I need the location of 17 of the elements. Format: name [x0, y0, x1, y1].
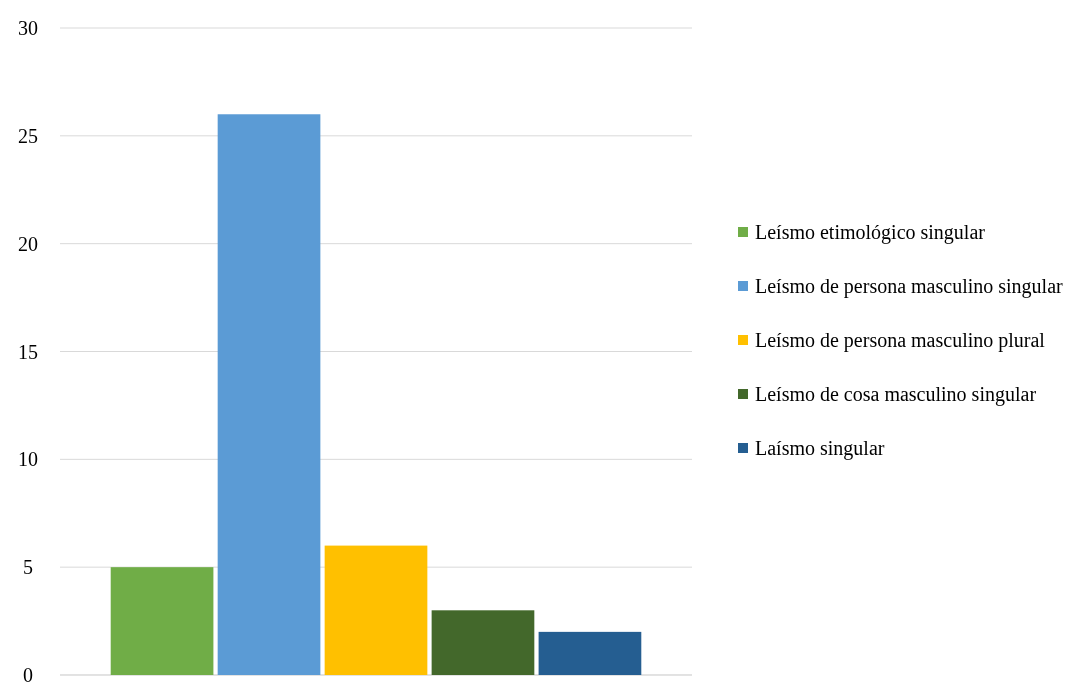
bar — [324, 545, 428, 675]
legend-label: Leísmo de cosa masculino singular — [755, 383, 1037, 406]
y-tick-label: 25 — [18, 124, 38, 147]
y-tick-label: 10 — [18, 448, 38, 471]
legend-label: Leísmo de persona masculino plural — [755, 329, 1046, 352]
y-tick-label: 0 — [23, 664, 33, 684]
y-tick-label: 30 — [18, 17, 38, 39]
legend-label: Leísmo de persona masculino singular — [755, 275, 1064, 298]
bar — [110, 567, 214, 675]
legend-label: Laísmo singular — [755, 437, 885, 460]
bar — [217, 114, 321, 675]
y-tick-label: 20 — [18, 232, 38, 255]
legend-label: Leísmo etimológico singular — [755, 221, 986, 244]
bar — [431, 610, 535, 675]
bar — [538, 631, 642, 675]
y-tick-label: 5 — [23, 556, 33, 579]
y-tick-label: 15 — [18, 340, 38, 363]
